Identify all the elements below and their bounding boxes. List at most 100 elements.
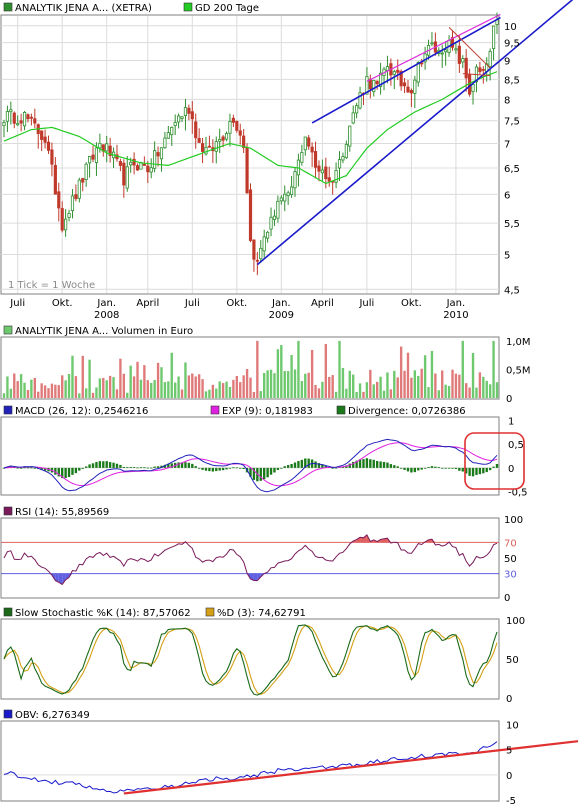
- price-candle-body: [228, 120, 232, 134]
- price-candle-body: [471, 84, 475, 92]
- volume-bar: [136, 361, 139, 398]
- macd-divergence-bar: [187, 462, 191, 468]
- volume-bar: [266, 370, 269, 398]
- obv-y-tick-label: 10: [506, 721, 519, 732]
- macd-divergence-bar: [208, 467, 211, 472]
- volume-bar: [403, 370, 406, 398]
- price-candle-body: [84, 163, 88, 180]
- macd-divergence-bar: [293, 462, 297, 468]
- price-candle-body: [12, 112, 16, 124]
- volume-bar: [348, 370, 351, 398]
- divergence-legend-swatch: [336, 405, 346, 415]
- volume-bar: [495, 382, 499, 398]
- macd-divergence-bar: [382, 461, 386, 468]
- price-y-tick-label: 6,5: [504, 164, 520, 175]
- macd-divergence-bar: [406, 467, 410, 472]
- macd-divergence-bar: [170, 463, 173, 468]
- macd-divergence-bar: [345, 465, 348, 468]
- price-y-tick-label: 9,5: [504, 39, 520, 50]
- price-candle-body: [457, 45, 461, 64]
- macd-divergence-bar: [454, 467, 458, 470]
- volume-bar: [170, 352, 173, 398]
- price-legend-swatch: [3, 2, 13, 12]
- price-candle-body: [64, 218, 68, 231]
- volume-bar: [492, 340, 495, 398]
- macd-divergence-bar: [239, 467, 242, 469]
- volume-bar: [61, 375, 64, 398]
- volume-bar: [156, 362, 160, 398]
- macd-divergence-bar: [221, 467, 225, 471]
- macd-divergence-bar: [143, 467, 146, 469]
- volume-bar: [163, 382, 167, 398]
- volume-bar: [399, 346, 403, 398]
- price-candle-body: [344, 144, 348, 159]
- rsi-y-tick-label: 100: [504, 515, 523, 526]
- volume-bar: [334, 391, 338, 398]
- macd-divergence-bar: [485, 467, 488, 473]
- price-trendlines: [3, 0, 574, 266]
- obv-legend-swatch: [3, 709, 13, 719]
- price-candle-body: [392, 71, 396, 75]
- macd-divergence-bar: [98, 461, 102, 468]
- price-candle-body: [153, 150, 157, 169]
- price-candle-body: [94, 147, 99, 163]
- volume-bar: [173, 382, 177, 398]
- volume-bar: [413, 370, 417, 398]
- macd-divergence-bar: [427, 466, 430, 468]
- macd-divergence-bar: [242, 467, 245, 470]
- price-x-tick-label: Okt.: [401, 298, 422, 309]
- volume-bar: [458, 374, 461, 398]
- obv-plot-frame: [0, 720, 500, 802]
- volume-bar: [67, 373, 71, 398]
- rsi-oversold-fill: [55, 573, 59, 583]
- price-candle-body: [293, 171, 297, 189]
- volume-bar: [317, 388, 321, 398]
- price-candle-body: [252, 239, 256, 260]
- price-candle-body: [303, 136, 307, 151]
- macd-divergence-bar: [211, 467, 215, 472]
- price-x-tick-label: Jan.: [96, 298, 116, 309]
- stoch-d-legend-swatch: [205, 607, 215, 617]
- macd-divergence-bar: [2, 467, 6, 469]
- macd-y-tick-label: 1: [508, 416, 514, 427]
- price-candle-body: [187, 107, 191, 114]
- macd-divergence-bar: [283, 466, 286, 468]
- volume-plot-frame: [0, 336, 500, 400]
- macd-line: [3, 438, 498, 493]
- macd-divergence-bar: [492, 466, 495, 468]
- volume-bar: [362, 391, 365, 398]
- price-candle-body: [81, 178, 85, 183]
- price-candle-body: [118, 161, 122, 166]
- rsi-legend-label: RSI (14): 55,89569: [15, 507, 109, 518]
- price-candle-body: [57, 191, 61, 209]
- price-candle-body: [327, 177, 331, 182]
- exp-legend-label: EXP (9): 0,181983: [222, 406, 313, 417]
- price-candle-body: [348, 125, 352, 147]
- macd-divergence-bar: [430, 466, 434, 468]
- volume-bar: [95, 387, 98, 398]
- stoch-y-axis: 100 50 0: [506, 616, 525, 705]
- price-candle-body: [170, 126, 174, 136]
- volume-bar: [122, 373, 126, 398]
- volume-bar: [88, 359, 91, 398]
- volume-bar: [461, 340, 464, 398]
- macd-highlight-box: [464, 432, 525, 490]
- macd-divergence-bar: [358, 459, 362, 468]
- price-candle-body: [231, 117, 235, 123]
- volume-bar: [451, 369, 454, 398]
- price-y-tick-label: 5: [504, 251, 510, 262]
- rsi-overbought-fill: [363, 534, 367, 543]
- volume-bar: [427, 387, 430, 398]
- macd-divergence-bar: [71, 467, 74, 475]
- price-x-tick-label: Juli: [358, 298, 374, 309]
- price-candle-body: [242, 135, 246, 148]
- macd-divergence-bar: [396, 466, 399, 468]
- price-candle-body: [207, 145, 212, 148]
- macd-divergence-bar: [413, 467, 417, 473]
- price-year-label: 2009: [269, 310, 294, 321]
- volume-bar: [194, 376, 197, 398]
- volume-bar: [126, 392, 129, 398]
- price-candle-body: [149, 167, 153, 173]
- price-candle-body: [74, 194, 78, 200]
- volume-bar: [239, 382, 242, 398]
